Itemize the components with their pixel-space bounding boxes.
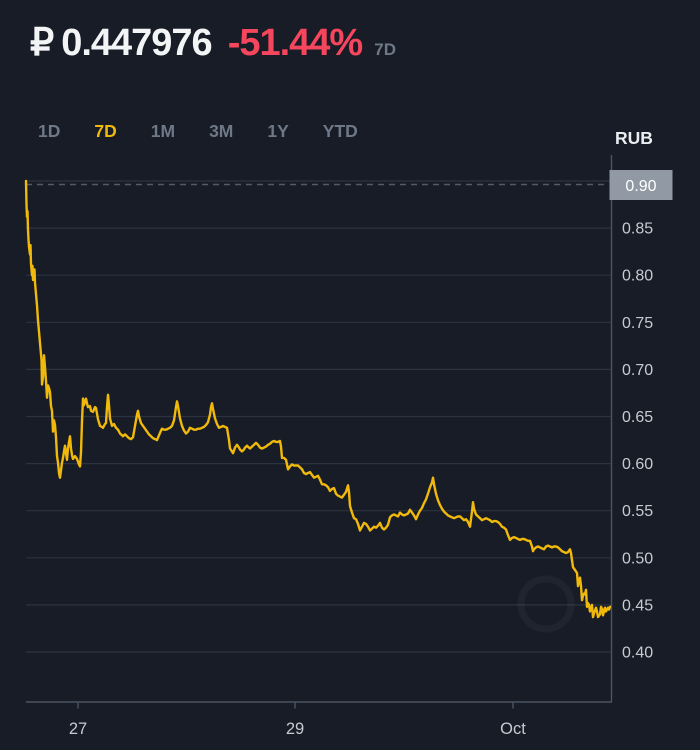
price-value: 0.447976 [61,22,212,64]
x-tick-label: Oct [500,720,526,738]
tab-3m[interactable]: 3M [209,121,234,141]
ruble-symbol: ₽ [30,22,54,64]
current-price: ₽0.447976 [30,20,213,65]
tab-ytd[interactable]: YTD [322,121,358,141]
y-tick-label: 0.80 [622,268,653,285]
y-tick-label: 0.40 [622,645,653,662]
y-tick-label: 0.50 [622,550,653,567]
y-tick-label: 0.55 [622,503,653,520]
x-tick-label: 29 [286,720,304,738]
y-tick-label: 0.45 [622,597,653,614]
y-tick-label: 0.70 [622,362,653,379]
x-tick-label: 27 [69,720,87,738]
tab-7d[interactable]: 7D [94,121,117,141]
y-tick-label: 0.75 [622,315,653,332]
tab-1y[interactable]: 1Y [267,121,289,141]
price-change-percent: -51.44% [227,22,364,64]
y-tick-label: 0.65 [622,409,653,426]
watermark-circle [517,575,575,633]
chart-plot-area[interactable] [26,155,611,702]
tab-1m[interactable]: 1M [150,121,176,141]
reference-price-tag [609,170,673,200]
price-line-series [24,179,612,619]
y-tick-label: 0.60 [622,456,653,473]
y-tick-label: 0.85 [622,221,653,238]
tab-1d[interactable]: 1D [38,121,61,141]
quote-currency-label: RUB [615,128,653,148]
time-range-tabs: 1D 7D 1M 3M 1Y YTD [38,121,358,142]
reference-price-tag-label: 0.90 [625,178,656,195]
price-header: ₽0.447976 -51.44% 7D [30,20,396,65]
change-period-label: 7D [374,40,396,59]
